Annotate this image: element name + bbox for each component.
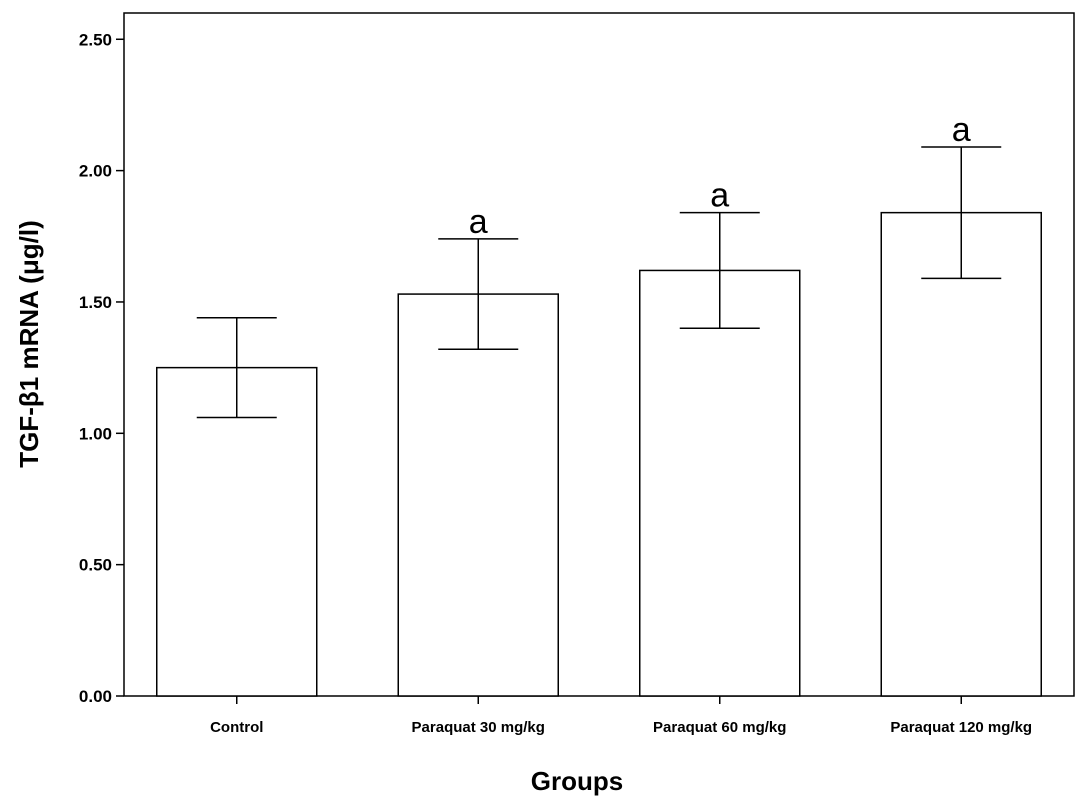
significance-label: a — [952, 111, 971, 149]
bar — [880, 211, 1042, 697]
x-category-label: Paraquat 60 mg/kg — [653, 719, 786, 736]
bar — [639, 269, 801, 697]
y-tick-label: 2.00 — [79, 162, 112, 181]
bar — [397, 293, 559, 697]
y-tick-label: 2.50 — [79, 30, 112, 49]
y-tick-label: 1.00 — [79, 424, 112, 443]
y-tick-label: 1.50 — [79, 293, 112, 312]
y-tick-label: 0.00 — [79, 687, 112, 706]
y-tick-label: 0.50 — [79, 556, 112, 575]
plot-frame — [123, 12, 1075, 697]
x-category-label: Paraquat 120 mg/kg — [890, 719, 1032, 736]
y-axis-title: TGF-β1 mRNA (μg/l) — [14, 220, 44, 467]
x-axis-title: Groups — [531, 766, 623, 796]
significance-label: a — [469, 203, 488, 241]
x-category-label: Control — [210, 719, 263, 736]
significance-label: a — [710, 177, 729, 215]
x-category-label: Paraquat 30 mg/kg — [412, 719, 545, 736]
